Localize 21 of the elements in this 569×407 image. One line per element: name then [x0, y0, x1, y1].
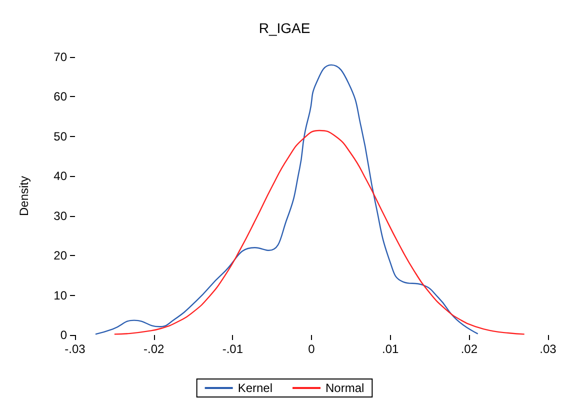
y-tick-label: 60 — [54, 90, 68, 104]
x-tick-label: -.03 — [64, 342, 86, 356]
legend-label: Normal — [326, 381, 364, 395]
y-tick-label: 40 — [54, 169, 68, 184]
y-tick-label: 10 — [54, 288, 68, 302]
x-tick-label: .02 — [460, 342, 478, 356]
x-tick-label: -.01 — [222, 342, 244, 356]
x-tick-label: -.02 — [143, 342, 164, 356]
line-series — [94, 64, 478, 335]
y-tick-label: 20 — [54, 248, 68, 263]
y-tick-label: 50 — [54, 129, 68, 144]
x-tick-label: .01 — [382, 342, 399, 356]
legend-label: Kernel — [238, 381, 273, 395]
x-tick-label: .03 — [540, 342, 557, 356]
y-axis-title: Density — [17, 176, 31, 216]
x-tick-label: 0 — [308, 342, 316, 356]
y-tick-label: 30 — [54, 208, 68, 223]
chart-title: R_IGAE — [258, 20, 310, 36]
y-tick-label: 70 — [54, 50, 68, 64]
line-series — [114, 130, 525, 335]
y-tick-label: 0 — [60, 328, 68, 342]
